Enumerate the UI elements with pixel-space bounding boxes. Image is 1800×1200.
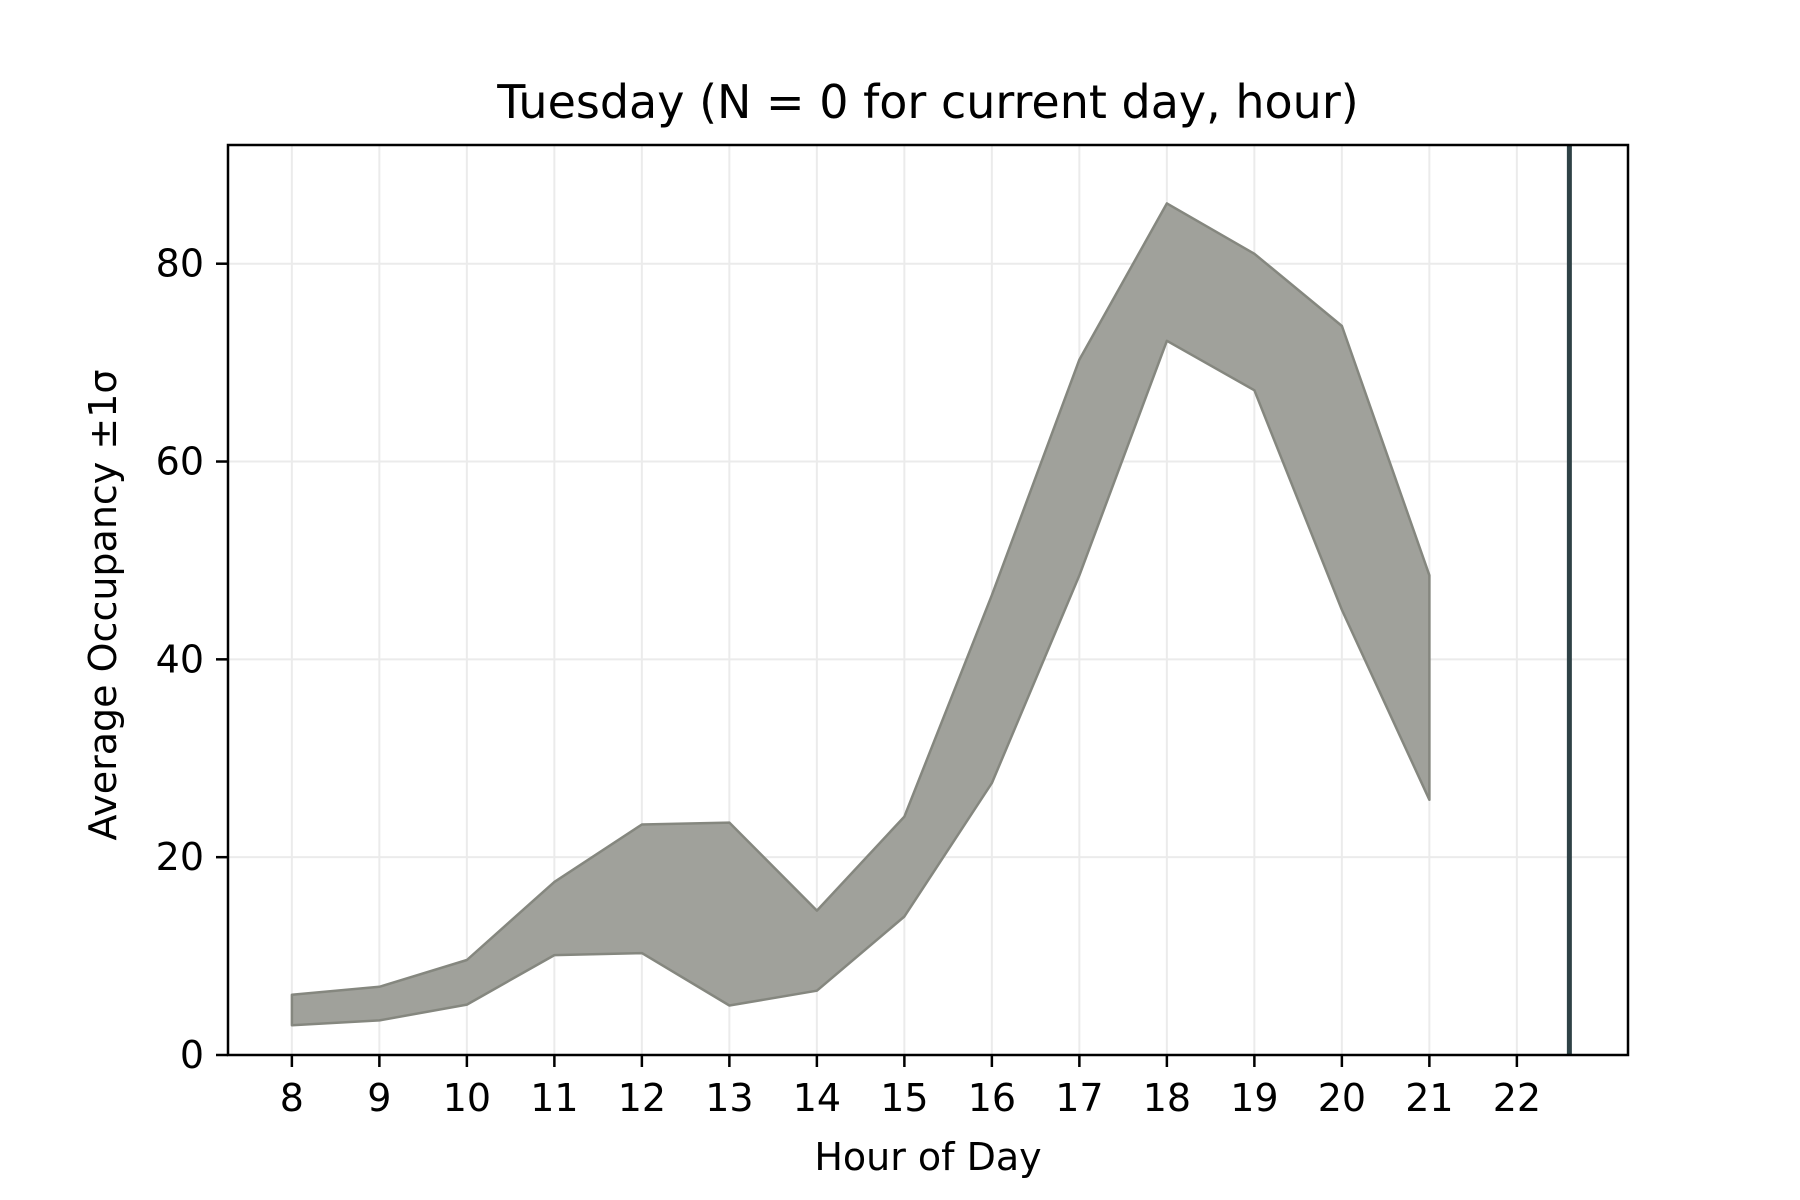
x-tick-label: 21 (1405, 1076, 1453, 1120)
x-tick-label: 16 (968, 1076, 1016, 1120)
x-axis-label: Hour of Day (814, 1135, 1041, 1179)
y-tick-label: 0 (180, 1033, 204, 1077)
y-ticks: 0 20 40 60 80 (156, 242, 228, 1077)
y-tick-label: 60 (156, 440, 204, 484)
x-tick-label: 19 (1230, 1076, 1278, 1120)
band-layer (290, 202, 1431, 1027)
x-tick-label: 8 (280, 1076, 304, 1120)
x-ticks: 8 9 10 11 12 13 14 15 16 17 18 19 20 21 22 (280, 1055, 1541, 1120)
std-band (290, 202, 1431, 1027)
x-tick-label: 13 (705, 1076, 753, 1120)
x-tick-label: 10 (443, 1076, 491, 1120)
x-tick-label: 14 (793, 1076, 841, 1120)
x-tick-label: 18 (1143, 1076, 1191, 1120)
x-tick-label: 9 (367, 1076, 391, 1120)
x-tick-label: 20 (1318, 1076, 1366, 1120)
x-tick-label: 22 (1493, 1076, 1541, 1120)
chart-title: Tuesday (N = 0 for current day, hour) (496, 75, 1358, 129)
y-tick-label: 20 (156, 835, 204, 879)
plot-frame (226, 143, 1630, 1057)
x-tick-label: 15 (880, 1076, 928, 1120)
y-axis-label: Average Occupancy ±1σ (81, 370, 125, 841)
x-tick-label: 17 (1055, 1076, 1103, 1120)
x-tick-label: 12 (618, 1076, 666, 1120)
y-tick-label: 80 (156, 242, 204, 286)
x-tick-label: 11 (530, 1076, 578, 1120)
y-tick-label: 40 (156, 637, 204, 681)
